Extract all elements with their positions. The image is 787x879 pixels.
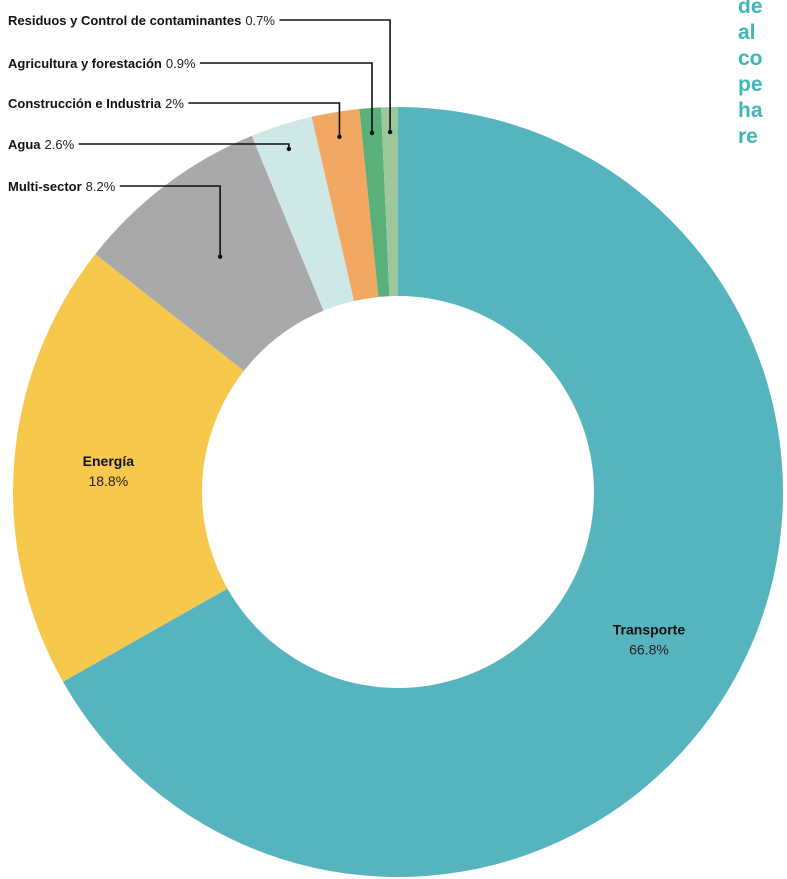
slice-label-name: Multi-sector — [8, 179, 82, 194]
slice-label-name: Construcción e Industria — [8, 96, 162, 111]
slice-agricultura-y-forestacion — [359, 107, 390, 297]
slice-energia — [12, 254, 244, 682]
slice-label-construccion-e-industria: Construcción e Industria 2% — [8, 96, 184, 111]
slice-label-name: Transporte — [613, 621, 686, 637]
leader-dot-agricultura-y-forestacion — [369, 130, 375, 136]
slice-label-residuos-y-control-de-contaminantes: Residuos y Control de contaminantes 0.7% — [8, 13, 275, 28]
slice-label-value: 0.9% — [166, 56, 196, 71]
slice-label-name: Agricultura y forestación — [8, 56, 162, 71]
slice-construccion-e-industria — [311, 108, 379, 301]
slice-labels: Transporte 66.8% Energía 18.8% Residuos y Co… — [8, 13, 685, 657]
leader-dot-residuos-y-control-de-contaminantes — [387, 129, 393, 135]
slice-label-transporte: Transporte 66.8% — [613, 621, 686, 657]
slice-label-value: 8.2% — [86, 179, 116, 194]
slice-label-value: 2% — [165, 96, 184, 111]
side-text-line: co — [738, 47, 763, 70]
slice-label-name: Energía — [83, 453, 135, 469]
slice-label-name: Agua — [8, 137, 41, 152]
slice-multi-sector — [95, 135, 324, 371]
slice-label-agricultura-y-forestacion: Agricultura y forestación 0.9% — [8, 56, 196, 71]
side-text-line: ha — [738, 99, 763, 122]
side-text-line: al — [738, 21, 756, 44]
slice-residuos-y-control-de-contaminantes — [381, 107, 398, 297]
leader-lines — [78, 19, 393, 259]
slice-transporte — [62, 107, 784, 877]
leader-line-construccion-e-industria — [188, 102, 341, 137]
slice-label-value: 66.8% — [629, 641, 669, 657]
slice-label-energia: Energía 18.8% — [83, 453, 135, 489]
slice-label-name: Residuos y Control de contaminantes — [8, 13, 241, 28]
slice-label-value: 18.8% — [88, 473, 128, 489]
slice-label-value: 0.7% — [245, 13, 275, 28]
side-text-line: de — [738, 0, 763, 18]
slice-agua — [251, 116, 355, 311]
side-text-line: pe — [738, 73, 763, 96]
slice-label-value: 2.6% — [45, 137, 75, 152]
leader-line-agricultura-y-forestacion — [199, 62, 373, 133]
slice-label-agua: Agua 2.6% — [8, 137, 75, 152]
donut-slices — [12, 107, 784, 877]
leader-dot-agua — [286, 146, 292, 152]
leader-dot-construccion-e-industria — [337, 134, 342, 139]
leader-dot-multi-sector — [217, 254, 223, 259]
leader-line-multi-sector — [119, 185, 221, 257]
leader-line-residuos-y-control-de-contaminantes — [279, 19, 391, 133]
slice-label-multi-sector: Multi-sector 8.2% — [8, 179, 116, 194]
side-text-line: re — [738, 125, 758, 148]
cropped-side-text: de al co pe ha re — [738, 0, 787, 150]
